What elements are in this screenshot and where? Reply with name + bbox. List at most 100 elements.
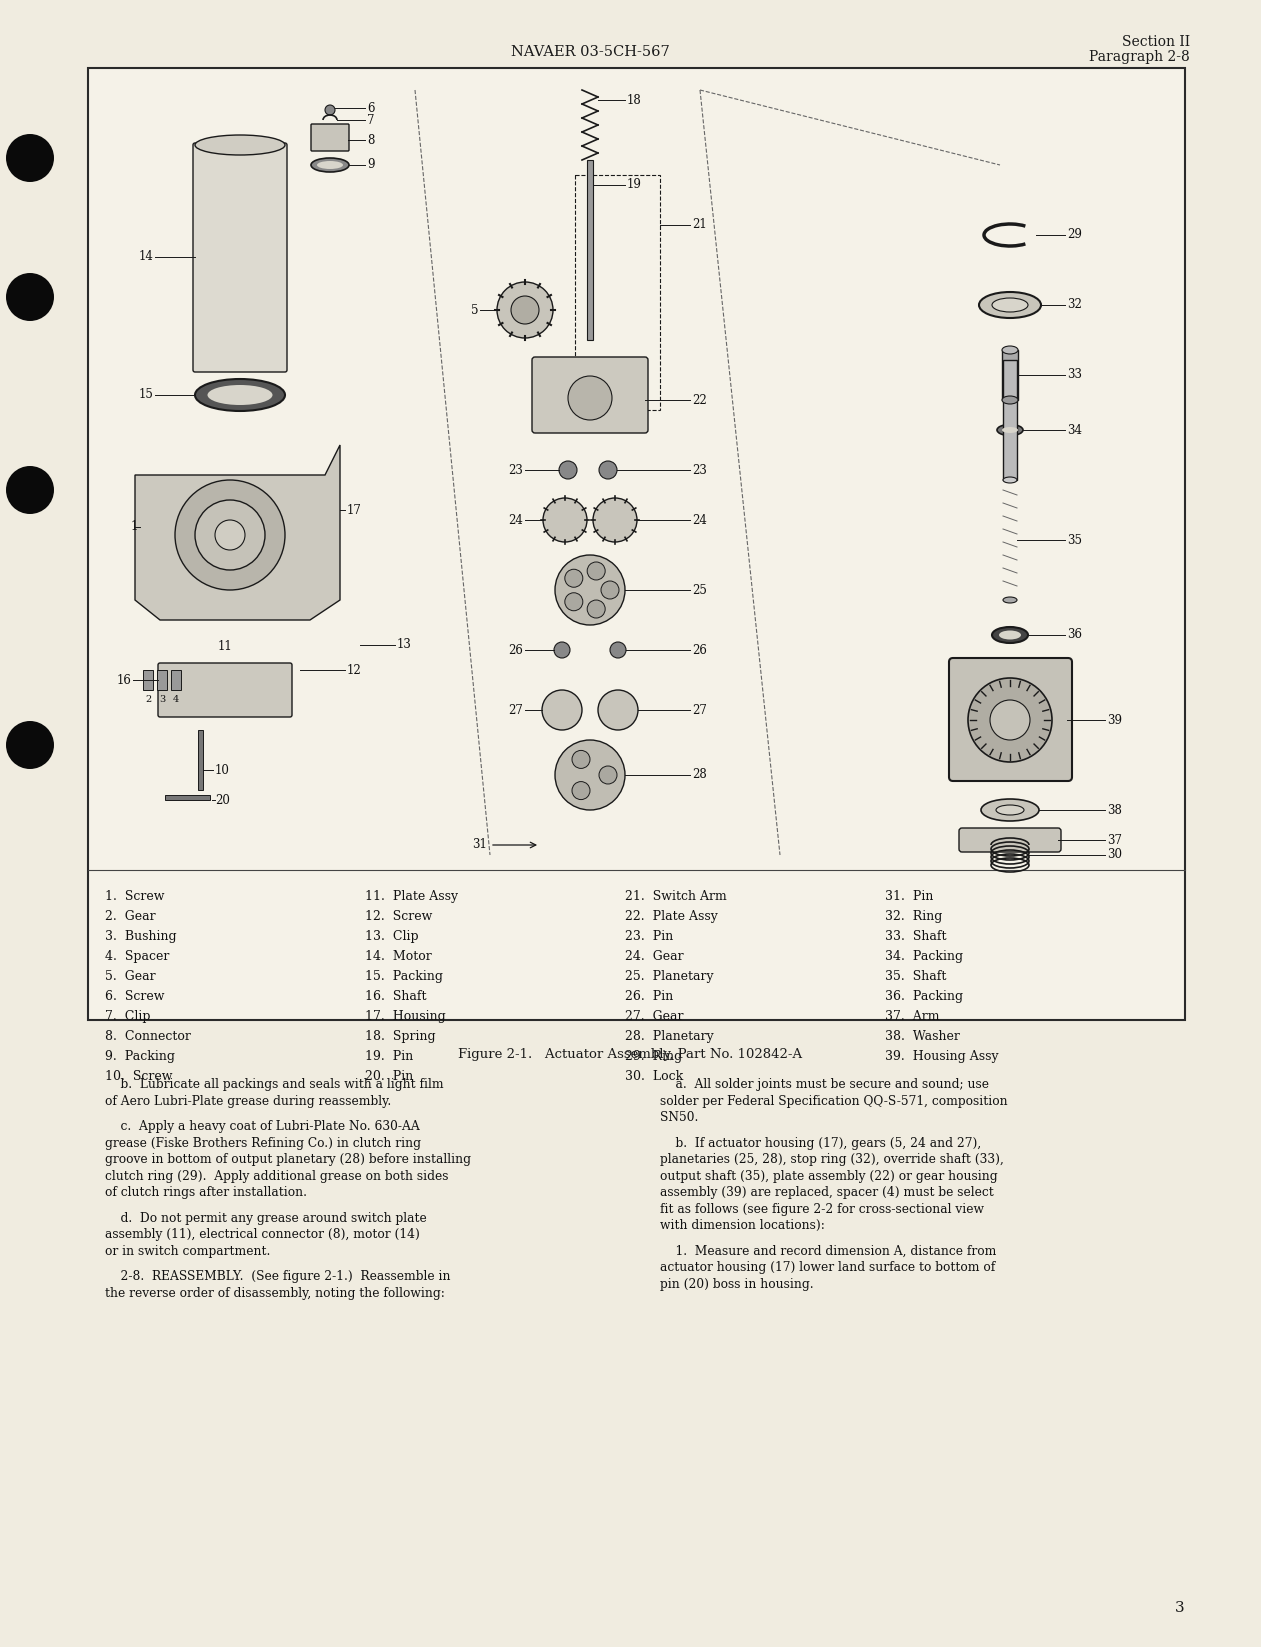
FancyBboxPatch shape	[950, 659, 1072, 781]
Text: 35: 35	[1067, 534, 1082, 547]
Text: 4: 4	[173, 695, 179, 705]
Ellipse shape	[195, 379, 285, 412]
Ellipse shape	[1002, 395, 1018, 404]
Text: 24: 24	[508, 514, 523, 527]
Text: 6: 6	[367, 102, 375, 115]
Text: 28.  Planetary: 28. Planetary	[625, 1029, 714, 1043]
Text: of Aero Lubri-Plate grease during reassembly.: of Aero Lubri-Plate grease during reasse…	[105, 1095, 391, 1107]
Text: 20: 20	[214, 794, 230, 807]
Circle shape	[598, 690, 638, 730]
Text: 34: 34	[1067, 423, 1082, 436]
Circle shape	[601, 581, 619, 600]
Circle shape	[555, 555, 625, 624]
Text: 15.  Packing: 15. Packing	[364, 970, 443, 983]
Text: 26.  Pin: 26. Pin	[625, 990, 673, 1003]
Text: 29: 29	[1067, 229, 1082, 242]
Ellipse shape	[317, 161, 343, 170]
Text: 37.  Arm: 37. Arm	[885, 1010, 939, 1023]
FancyBboxPatch shape	[960, 828, 1061, 851]
Circle shape	[6, 466, 54, 514]
Text: 39: 39	[1107, 713, 1122, 726]
Ellipse shape	[195, 135, 285, 155]
Circle shape	[555, 740, 625, 810]
Ellipse shape	[996, 805, 1024, 815]
Text: 2-8.  REASSEMBLY.  (See figure 2-1.)  Reassemble in: 2-8. REASSEMBLY. (See figure 2-1.) Reass…	[105, 1270, 450, 1283]
Text: b.  Lubricate all packings and seals with a light film: b. Lubricate all packings and seals with…	[105, 1079, 444, 1090]
Text: assembly (39) are replaced, spacer (4) must be select: assembly (39) are replaced, spacer (4) m…	[660, 1186, 994, 1199]
Text: 7.  Clip: 7. Clip	[105, 1010, 150, 1023]
Circle shape	[572, 782, 590, 799]
Text: 13.  Clip: 13. Clip	[364, 931, 419, 944]
Text: 29.  Ring: 29. Ring	[625, 1051, 682, 1062]
Text: 13: 13	[397, 639, 412, 652]
Text: 33: 33	[1067, 369, 1082, 382]
Circle shape	[990, 700, 1030, 740]
Text: b.  If actuator housing (17), gears (5, 24 and 27),: b. If actuator housing (17), gears (5, 2…	[660, 1136, 981, 1150]
Text: 26: 26	[508, 644, 523, 657]
Ellipse shape	[999, 631, 1021, 639]
Bar	[88, 68, 1185, 1019]
FancyBboxPatch shape	[311, 124, 349, 152]
Text: 24.  Gear: 24. Gear	[625, 950, 683, 963]
Text: 20.  Pin: 20. Pin	[364, 1071, 414, 1084]
FancyBboxPatch shape	[158, 664, 293, 716]
Text: grease (Fiske Brothers Refining Co.) in clutch ring: grease (Fiske Brothers Refining Co.) in …	[105, 1136, 421, 1150]
Ellipse shape	[992, 298, 1028, 311]
Text: 27.  Gear: 27. Gear	[625, 1010, 683, 1023]
Ellipse shape	[1002, 478, 1018, 483]
Circle shape	[511, 296, 538, 324]
Text: 15: 15	[139, 389, 153, 402]
Circle shape	[6, 721, 54, 769]
Ellipse shape	[1002, 346, 1018, 354]
Text: 24: 24	[692, 514, 707, 527]
Text: 28: 28	[692, 769, 706, 781]
Circle shape	[968, 679, 1052, 763]
Text: 31.  Pin: 31. Pin	[885, 889, 933, 903]
Text: 8: 8	[367, 133, 375, 147]
Circle shape	[588, 600, 605, 618]
Circle shape	[559, 461, 578, 479]
Circle shape	[325, 105, 335, 115]
Text: actuator housing (17) lower land surface to bottom of: actuator housing (17) lower land surface…	[660, 1262, 995, 1275]
Text: 5.  Gear: 5. Gear	[105, 970, 155, 983]
Text: pin (20) boss in housing.: pin (20) boss in housing.	[660, 1278, 813, 1291]
Bar	[198, 730, 203, 791]
Circle shape	[572, 751, 590, 769]
Text: Figure 2-1.   Actuator Assembly, Part No. 102842-A: Figure 2-1. Actuator Assembly, Part No. …	[458, 1047, 802, 1061]
Bar	[142, 670, 153, 690]
Text: 34.  Packing: 34. Packing	[885, 950, 963, 963]
Text: output shaft (35), plate assembly (22) or gear housing: output shaft (35), plate assembly (22) o…	[660, 1169, 997, 1183]
Text: 14: 14	[139, 250, 153, 264]
Ellipse shape	[1002, 596, 1018, 603]
Circle shape	[6, 133, 54, 183]
Circle shape	[554, 642, 570, 659]
Ellipse shape	[1002, 427, 1018, 433]
Text: 10.  Screw: 10. Screw	[105, 1071, 173, 1084]
Text: 4.  Spacer: 4. Spacer	[105, 950, 169, 963]
Ellipse shape	[997, 425, 1023, 435]
Text: 31: 31	[472, 838, 487, 851]
Text: 32.  Ring: 32. Ring	[885, 911, 942, 922]
Bar	[158, 670, 166, 690]
Bar	[588, 160, 593, 339]
Circle shape	[599, 766, 617, 784]
Circle shape	[599, 461, 617, 479]
Circle shape	[593, 497, 637, 542]
Text: 9: 9	[367, 158, 375, 171]
Text: 1.  Measure and record dimension A, distance from: 1. Measure and record dimension A, dista…	[660, 1245, 996, 1258]
Circle shape	[175, 479, 285, 590]
Text: 32: 32	[1067, 298, 1082, 311]
Bar	[1002, 361, 1018, 479]
Text: 19: 19	[627, 178, 642, 191]
Text: 21.  Switch Arm: 21. Switch Arm	[625, 889, 726, 903]
Text: 1: 1	[131, 520, 137, 534]
Text: 36.  Packing: 36. Packing	[885, 990, 963, 1003]
Text: 25.  Planetary: 25. Planetary	[625, 970, 714, 983]
Text: 18: 18	[627, 94, 642, 107]
Text: 16.  Shaft: 16. Shaft	[364, 990, 426, 1003]
Text: 33.  Shaft: 33. Shaft	[885, 931, 947, 944]
FancyBboxPatch shape	[193, 143, 288, 372]
Text: 14.  Motor: 14. Motor	[364, 950, 431, 963]
Text: or in switch compartment.: or in switch compartment.	[105, 1245, 270, 1258]
Text: the reverse order of disassembly, noting the following:: the reverse order of disassembly, noting…	[105, 1286, 445, 1299]
